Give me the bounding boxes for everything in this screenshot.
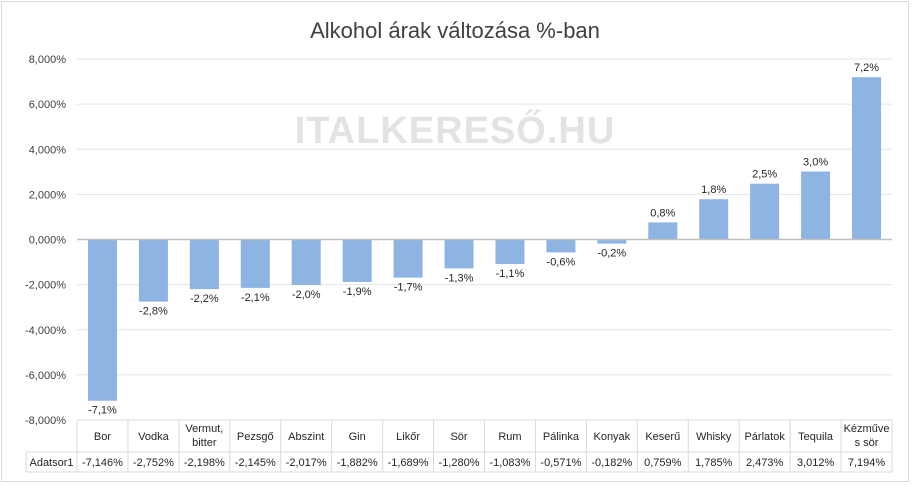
data-label: -0,6% — [547, 256, 576, 268]
table-value: -1,280% — [439, 457, 480, 469]
data-label: 2,5% — [752, 169, 777, 181]
y-tick-label: 6,000% — [29, 99, 67, 111]
y-tick-label: 4,000% — [29, 144, 67, 156]
table-value: 2,473% — [746, 457, 784, 469]
y-axis-ticks: 8,000% 6,000% 4,000% 2,000% 0,000% -2,000% -4,… — [25, 54, 66, 427]
data-label: -1,7% — [394, 282, 423, 294]
category-label: Vodka — [138, 431, 169, 443]
category-label: Keserű — [645, 431, 680, 443]
table-value: 7,194% — [848, 457, 886, 469]
data-label: -1,9% — [343, 286, 372, 298]
table-value: -7,146% — [82, 457, 123, 469]
category-label: Sör — [450, 431, 467, 443]
y-tick-label: 0,000% — [29, 235, 67, 247]
table-value: -0,571% — [540, 457, 581, 469]
data-labels: -7,1% -2,8% -2,2% -2,1% -2,0% -1,9% -1,7% -1,3%… — [88, 62, 879, 417]
table-value: 0,759% — [644, 457, 682, 469]
bar — [189, 239, 219, 290]
table-value: -0,182% — [591, 457, 632, 469]
table-value: -1,083% — [489, 457, 530, 469]
bar — [699, 199, 729, 240]
y-tick-label: -2,000% — [25, 280, 66, 292]
data-label: 7,2% — [854, 62, 879, 74]
data-label: 3,0% — [803, 157, 828, 169]
bar — [597, 239, 627, 244]
data-label: -2,1% — [241, 292, 270, 304]
data-label: -1,3% — [445, 272, 474, 284]
data-label: -1,1% — [496, 268, 525, 280]
bar — [342, 239, 372, 282]
table-value: -2,198% — [184, 457, 225, 469]
data-label: 1,8% — [701, 184, 726, 196]
chart-title: Alkohol árak változása %-ban — [310, 18, 600, 43]
bar — [87, 239, 117, 401]
bar — [495, 239, 525, 264]
bar — [801, 171, 831, 240]
category-label: Pálinka — [543, 431, 580, 443]
bar — [546, 239, 576, 253]
category-label: Abszint — [288, 431, 324, 443]
y-tick-label: -6,000% — [25, 370, 66, 382]
series-name: Adatsor1 — [29, 457, 73, 469]
y-tick-label: 2,000% — [29, 189, 67, 201]
bar — [444, 239, 474, 269]
table-value: -1,689% — [388, 457, 429, 469]
category-label: Párlatok — [744, 431, 785, 443]
category-label: Vermut, bitter — [185, 423, 223, 449]
table-value: -2,752% — [133, 457, 174, 469]
table-value: -1,882% — [337, 457, 378, 469]
bar — [291, 239, 321, 286]
category-label: Bor — [94, 431, 111, 443]
category-label: Gin — [349, 431, 366, 443]
category-label: Konyak — [593, 431, 630, 443]
y-tick-label: -4,000% — [25, 325, 66, 337]
bar — [240, 239, 270, 288]
bar — [138, 239, 168, 302]
data-label: -2,0% — [292, 289, 321, 301]
y-tick-label: 8,000% — [29, 54, 67, 66]
bar — [750, 183, 780, 240]
data-label: -2,2% — [190, 293, 219, 305]
bars — [77, 77, 892, 401]
data-label: 0,8% — [650, 207, 675, 219]
category-label: Whisky — [696, 431, 732, 443]
table-value: 3,012% — [797, 457, 835, 469]
bar — [852, 77, 882, 240]
bar — [393, 239, 423, 278]
table-value: -2,017% — [286, 457, 327, 469]
data-label: -2,8% — [139, 306, 168, 318]
table-value: 1,785% — [695, 457, 733, 469]
category-label: Likőr — [396, 431, 420, 443]
category-label: Rum — [498, 431, 521, 443]
bar — [648, 222, 678, 240]
category-label: Tequila — [798, 431, 834, 443]
category-label: Kézműve s sör — [844, 423, 890, 449]
watermark-logo: ITALKERESŐ.HU — [295, 108, 616, 152]
category-label: Pezsgő — [237, 431, 274, 443]
data-table: Adatsor1 Bor -7,146% Vodka -2,752% Vermut, bit… — [25, 419, 893, 473]
y-tick-label: -8,000% — [25, 415, 66, 427]
data-label: -7,1% — [88, 405, 117, 417]
data-label: -0,2% — [597, 248, 626, 260]
table-value: -2,145% — [235, 457, 276, 469]
